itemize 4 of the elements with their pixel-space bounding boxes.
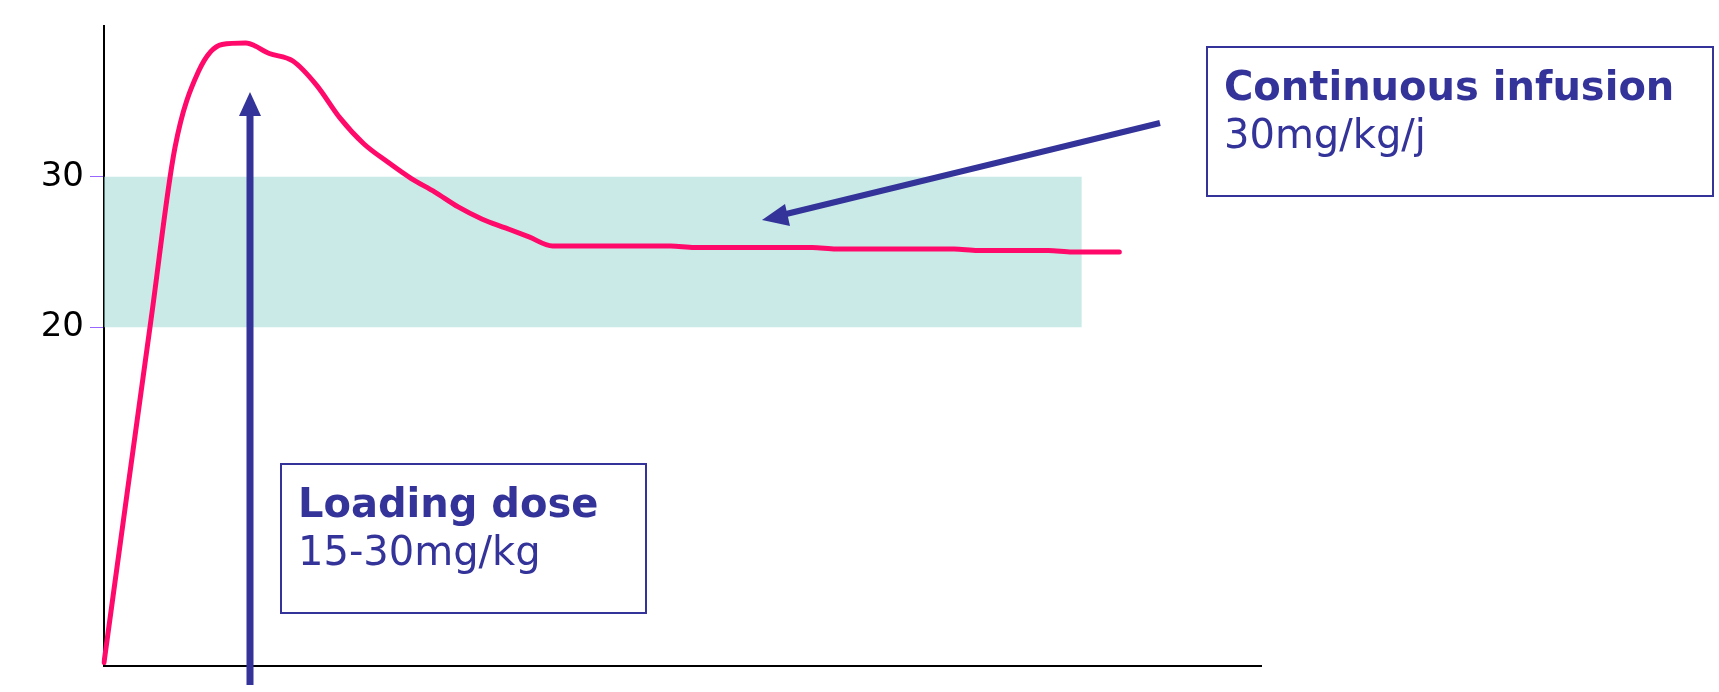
- y-tick-label: 30: [40, 153, 84, 194]
- y-tick-label: 20: [40, 304, 84, 345]
- annotation: Loading dose 15-30mg/kg: [298, 479, 600, 574]
- annotation: Continuous infusion 30mg/kg/j: [1224, 62, 1676, 157]
